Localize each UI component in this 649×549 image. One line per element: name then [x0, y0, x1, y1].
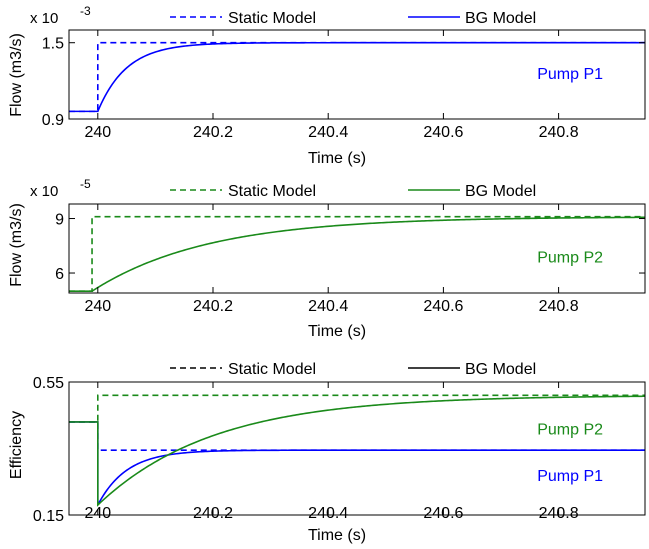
annotation-label: Pump P2 — [537, 422, 603, 439]
x-tick-label: 240 — [84, 298, 111, 315]
x-tick-label: 240.8 — [539, 298, 579, 315]
series-line-bg-2 — [69, 41, 645, 113]
y-tick-label: 0.15 — [33, 508, 64, 525]
y-axis-label: Flow (m3/s) — [8, 203, 25, 287]
x-tick-label: 240.4 — [308, 505, 348, 522]
x-tick-label: 240.2 — [193, 124, 233, 141]
chart-panel-3: 240 240.2 240.4 240.6 240.8 0.15 0.55 Time (s) E… — [8, 361, 646, 544]
plot-frame — [68, 381, 646, 516]
axis-exponent-base: x 10 — [30, 183, 58, 200]
legend-label-static: Static Model — [228, 183, 316, 200]
x-axis-label: Time (s) — [308, 323, 366, 340]
series-line-bg-3 — [69, 421, 645, 506]
x-tick-label: 240.4 — [308, 298, 348, 315]
x-tick-label: 240.6 — [423, 298, 463, 315]
annotation-label: Pump P1 — [537, 66, 603, 83]
axis-exponent-power: -5 — [80, 177, 91, 191]
annotation-label: Pump P1 — [537, 468, 603, 485]
series-group — [69, 215, 645, 292]
x-axis-label: Time (s) — [308, 150, 366, 167]
y-axis-label: Efficiency — [8, 411, 25, 479]
axis-exponent-power: -3 — [80, 4, 91, 18]
series-group — [69, 41, 645, 113]
legend-label-bg: BG Model — [465, 183, 536, 200]
legend-label-static: Static Model — [228, 10, 316, 27]
legend-label-bg: BG Model — [465, 10, 536, 27]
x-tick-label: 240.8 — [539, 124, 579, 141]
axis-exponent-base: x 10 — [30, 10, 58, 27]
x-tick-label: 240.2 — [193, 298, 233, 315]
x-tick-label: 240.6 — [423, 505, 463, 522]
x-tick-label: 240 — [84, 124, 111, 141]
x-tick-label: 240.6 — [423, 124, 463, 141]
x-tick-label: 240.4 — [308, 124, 348, 141]
legend-label-static: Static Model — [228, 361, 316, 378]
chart-panel-1: 240 240.2 240.4 240.6 240.8 0.9 1.5 Time (s) Flo… — [8, 4, 646, 167]
annotation-label: Pump P2 — [537, 250, 603, 267]
y-axis-label: Flow (m3/s) — [8, 33, 25, 117]
series-line-bg-4 — [69, 395, 645, 507]
x-axis-label: Time (s) — [308, 527, 366, 544]
y-tick-label: 9 — [55, 212, 64, 229]
plot-frame — [68, 203, 646, 294]
series-line-bg-2 — [69, 216, 645, 292]
y-tick-label: 0.55 — [33, 375, 64, 392]
chart-panel-2: 240 240.2 240.4 240.6 240.8 6 9 Time (s) Flow (m… — [8, 177, 646, 340]
plot-frame — [68, 29, 646, 120]
x-tick-label: 240.2 — [193, 505, 233, 522]
y-tick-label: 6 — [55, 266, 64, 283]
series-group — [69, 394, 645, 507]
legend-label-bg: BG Model — [465, 361, 536, 378]
x-tick-label: 240 — [84, 505, 111, 522]
y-tick-label: 0.9 — [42, 112, 64, 129]
x-tick-label: 240.8 — [539, 505, 579, 522]
y-tick-label: 1.5 — [42, 36, 64, 53]
series-line-static-2 — [69, 394, 645, 423]
